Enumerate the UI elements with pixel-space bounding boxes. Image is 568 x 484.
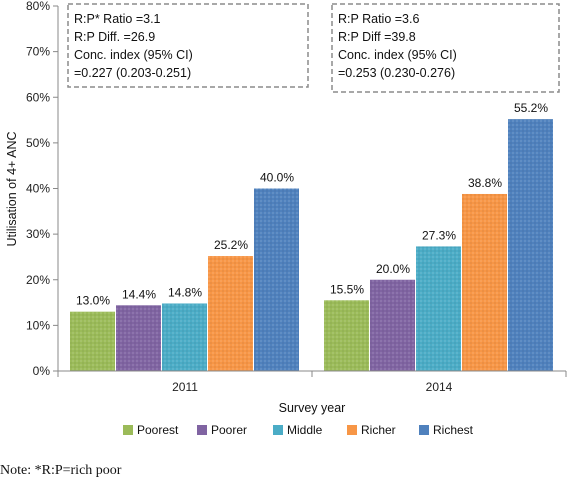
data-label-poorer-2011: 14.4% [122,287,156,301]
data-label-poorer-2014: 20.0% [376,262,410,276]
annotation-2011-line-2: R:P Diff. =26.9 [74,30,155,44]
bar-texture-richer-2014 [462,193,507,371]
data-label-poorest-2014: 15.5% [330,282,364,296]
bar-texture-poorer-2011 [116,305,161,371]
legend-swatch-richer [347,425,357,435]
y-tick-label: 80% [26,0,50,13]
legend-swatch-poorer [197,425,207,435]
bar-texture-poorer-2014 [370,279,415,371]
annotation-2014-line-4: =0.253 (0.230-0.276) [338,66,455,80]
bar-texture-poorest-2014 [324,300,369,371]
x-axis-title: Survey year [279,401,346,415]
annotation-2011-line-3: Conc. index (95% CI) [74,48,193,62]
annotation-2014-line-3: Conc. index (95% CI) [338,48,457,62]
y-tick-label: 60% [26,90,50,104]
bar-texture-poorest-2011 [70,311,115,371]
legend-label-richer: Richer [361,423,396,437]
data-label-middle-2011: 14.8% [168,285,202,299]
legend-label-richest: Richest [433,423,474,437]
annotation-2011-line-4: =0.227 (0.203-0.251) [74,66,191,80]
bar-texture-richer-2011 [208,256,253,371]
annotation-box-2014 [331,3,560,93]
footnote: Note: *R:P=rich poor [0,463,122,478]
x-tick-label-2014: 2014 [426,380,453,394]
annotation-2014-line-1: R:P Ratio =3.6 [338,12,419,26]
legend-label-poorer: Poorer [211,423,247,437]
y-tick-label: 70% [26,45,50,59]
annotation-2014-line-2: R:P Diff =39.8 [338,30,416,44]
data-label-richer-2014: 38.8% [468,176,502,190]
legend-label-poorest: Poorest [137,423,179,437]
data-label-richest-2014: 55.2% [514,101,548,115]
x-tick-label-2011: 2011 [172,380,198,394]
data-label-middle-2014: 27.3% [422,228,456,242]
bar-texture-middle-2011 [162,303,207,371]
annotation-box-2011 [67,3,309,88]
data-label-richest-2011: 40.0% [260,171,294,185]
bar-texture-richest-2014 [508,119,553,372]
legend-swatch-poorest [123,425,133,435]
data-label-poorest-2011: 13.0% [76,294,110,308]
y-tick-label: 30% [26,227,50,241]
annotation-2011-line-1: R:P* Ratio =3.1 [74,12,161,26]
bar-chart: R:P* Ratio =3.1 R:P Diff. =26.9 Conc. in… [5,0,567,437]
y-tick-label: 0% [33,364,51,378]
legend-label-middle: Middle [287,423,323,437]
y-tick-label: 40% [26,182,50,196]
bar-texture-middle-2014 [416,246,461,371]
legend-swatch-middle [273,425,283,435]
y-tick-label: 20% [26,273,50,287]
bar-texture-richest-2011 [254,188,299,371]
y-axis-title: Utilisation of 4+ ANC [5,132,19,247]
legend-swatch-richest [419,425,429,435]
y-tick-label: 10% [26,318,50,332]
data-label-richer-2011: 25.2% [214,238,248,252]
y-tick-label: 50% [26,136,50,150]
